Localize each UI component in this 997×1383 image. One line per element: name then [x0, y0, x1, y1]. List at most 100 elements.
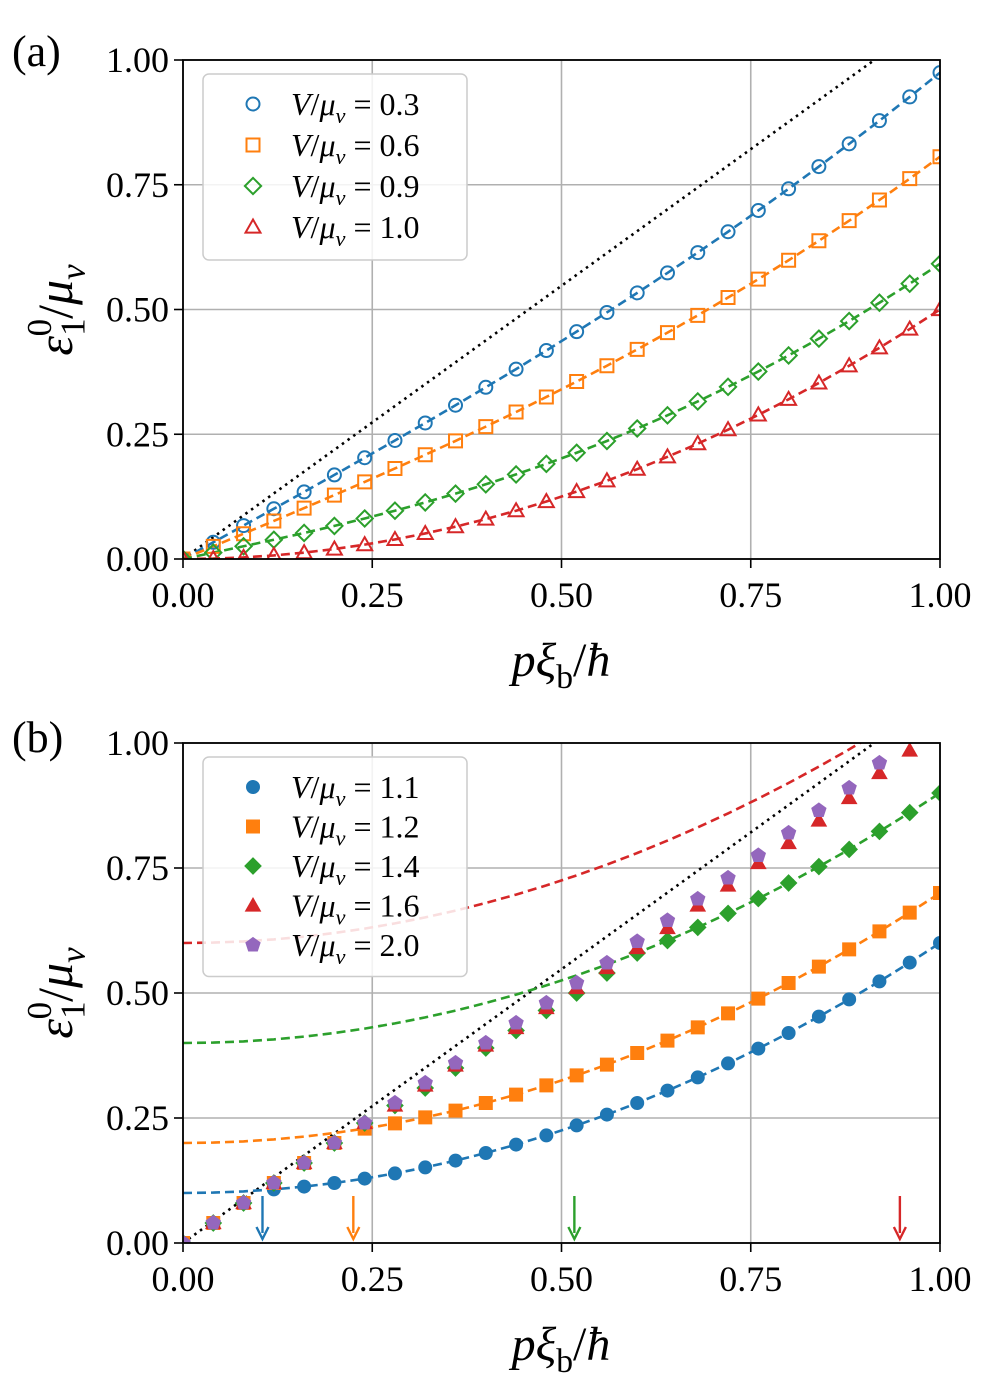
- plot-area: [183, 743, 940, 1243]
- legend-label: V/μv = 0.6: [291, 127, 420, 169]
- axes-frame: [182, 59, 941, 560]
- marker: [811, 1009, 826, 1024]
- marker: [569, 1068, 584, 1083]
- marker: [688, 918, 707, 937]
- marker: [297, 1179, 312, 1194]
- marker: [324, 516, 344, 536]
- marker: [539, 1078, 554, 1093]
- marker: [538, 994, 555, 1010]
- marker: [902, 89, 918, 105]
- x-tick-label: 1.00: [909, 575, 972, 615]
- legend-marker: [244, 897, 262, 912]
- marker: [902, 905, 917, 920]
- y-tick-label: 1.00: [106, 40, 169, 80]
- text-part: v: [336, 185, 346, 210]
- marker: [476, 474, 496, 494]
- marker: [183, 549, 189, 559]
- marker: [900, 319, 919, 336]
- marker: [478, 419, 494, 435]
- arrow-head: [255, 1226, 270, 1242]
- marker: [659, 919, 676, 935]
- marker: [933, 886, 940, 900]
- text-part: /: [311, 848, 320, 884]
- marker: [690, 1020, 705, 1035]
- marker: [296, 500, 312, 516]
- marker: [355, 535, 374, 552]
- marker: [387, 432, 403, 448]
- marker: [569, 324, 585, 340]
- marker: [901, 743, 919, 757]
- legend-marker: [246, 819, 260, 834]
- legend-box: [202, 756, 468, 978]
- marker: [872, 924, 887, 939]
- marker: [748, 361, 768, 382]
- y-axis-label: ε10/μv: [20, 264, 93, 356]
- marker: [355, 508, 375, 529]
- marker: [841, 779, 857, 795]
- text-part: μ: [27, 963, 83, 989]
- text-part: 0: [20, 1002, 59, 1020]
- y-tick-label: 0.00: [106, 1223, 169, 1263]
- marker: [779, 345, 799, 365]
- marker: [780, 824, 797, 840]
- marker: [781, 976, 796, 990]
- marker: [296, 1154, 312, 1170]
- marker: [842, 942, 857, 957]
- marker: [509, 1087, 524, 1102]
- text-part: V: [291, 848, 314, 884]
- marker: [659, 265, 675, 281]
- marker: [387, 1094, 403, 1110]
- arrow-head: [346, 1226, 361, 1242]
- text-part: ε: [27, 336, 83, 356]
- x-tick-label: 0.00: [152, 575, 215, 615]
- marker: [539, 1128, 554, 1143]
- y-tick-label: 0.25: [106, 414, 169, 454]
- reference-line: [183, 60, 877, 559]
- marker: [237, 547, 250, 559]
- marker: [657, 405, 678, 425]
- axes-frame: [182, 742, 941, 1244]
- marker: [448, 433, 464, 449]
- plot-area: [183, 60, 940, 559]
- marker: [750, 271, 766, 287]
- marker: [779, 389, 798, 406]
- text-part: /: [311, 86, 320, 122]
- y-tick-label: 0.75: [106, 165, 169, 205]
- y-tick-label: 1.00: [106, 723, 169, 763]
- legend-label: V/μv = 1.4: [291, 848, 420, 890]
- marker: [446, 517, 465, 534]
- marker: [720, 224, 736, 240]
- marker: [842, 992, 857, 1007]
- text-part: = 1.1: [345, 769, 419, 805]
- marker: [628, 459, 647, 476]
- series-line: [183, 155, 940, 559]
- marker: [478, 1034, 494, 1050]
- marker: [690, 245, 706, 261]
- x-tick-label: 0.00: [152, 1259, 215, 1299]
- marker: [415, 492, 435, 512]
- legend-marker: [243, 217, 263, 234]
- marker: [205, 1214, 221, 1230]
- marker: [569, 1118, 584, 1133]
- text-part: pξ: [509, 1318, 557, 1371]
- text-part: μ: [318, 209, 335, 245]
- text-part: v: [336, 905, 346, 930]
- marker: [629, 933, 645, 949]
- marker: [385, 529, 405, 547]
- marker: [478, 1146, 493, 1160]
- marker: [809, 329, 829, 349]
- marker: [900, 274, 920, 294]
- x-tick-label: 0.75: [719, 575, 782, 615]
- text-part: /: [311, 888, 320, 924]
- marker: [811, 959, 826, 974]
- y-tick-label: 0.75: [106, 848, 169, 888]
- marker: [902, 171, 918, 187]
- marker: [325, 539, 344, 556]
- marker: [597, 431, 617, 451]
- marker: [294, 523, 314, 543]
- marker: [810, 857, 828, 876]
- text-part: /: [311, 209, 320, 245]
- marker: [780, 834, 797, 850]
- text-part: V: [291, 209, 314, 245]
- marker: [840, 789, 858, 805]
